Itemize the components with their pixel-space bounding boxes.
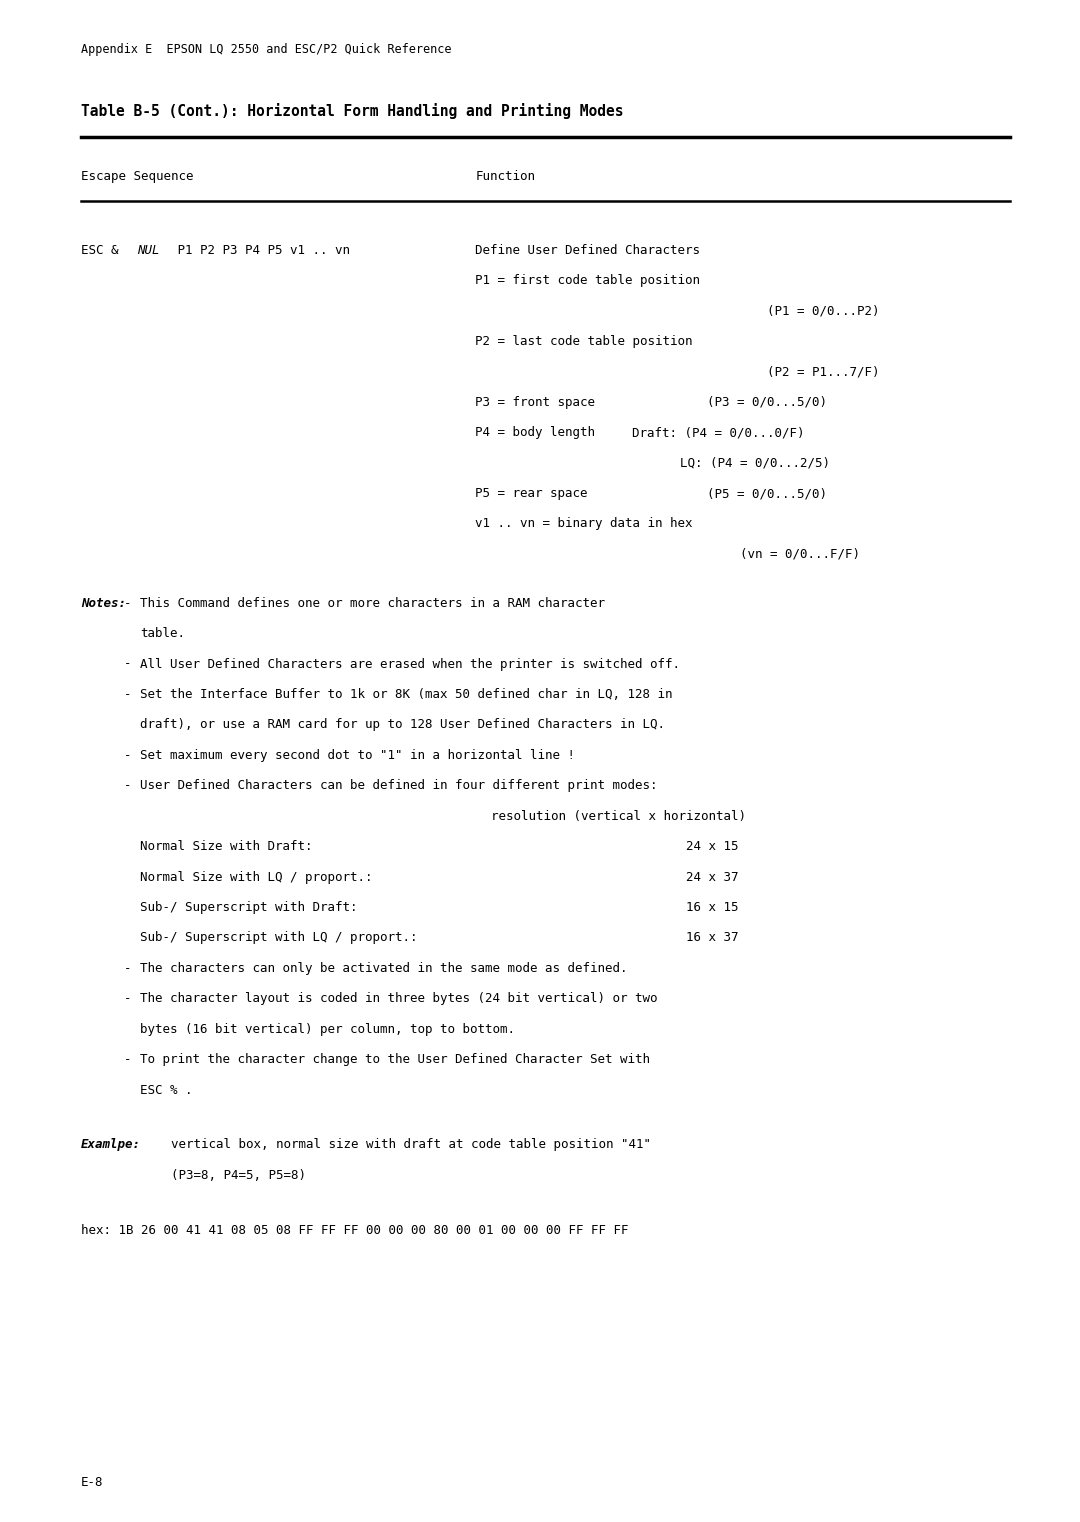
Text: Define User Defined Characters: Define User Defined Characters	[475, 244, 700, 257]
Text: -: -	[124, 779, 132, 793]
Text: Draft: (P4 = 0/0...0/F): Draft: (P4 = 0/0...0/F)	[632, 426, 805, 440]
Text: 24 x 15: 24 x 15	[686, 840, 739, 854]
Text: ESC % .: ESC % .	[140, 1084, 193, 1097]
Text: All User Defined Characters are erased when the printer is switched off.: All User Defined Characters are erased w…	[140, 658, 680, 671]
Text: table.: table.	[140, 627, 186, 641]
Text: (P1 = 0/0...P2): (P1 = 0/0...P2)	[767, 304, 879, 318]
Text: Examlpe:: Examlpe:	[81, 1138, 141, 1152]
Text: LQ: (P4 = 0/0...2/5): LQ: (P4 = 0/0...2/5)	[680, 457, 831, 470]
Text: -: -	[124, 992, 132, 1006]
Text: Escape Sequence: Escape Sequence	[81, 170, 193, 184]
Text: -: -	[124, 749, 132, 763]
Text: 16 x 15: 16 x 15	[686, 901, 739, 915]
Text: (P3=8, P4=5, P5=8): (P3=8, P4=5, P5=8)	[171, 1169, 306, 1183]
Text: (P3 = 0/0...5/0): (P3 = 0/0...5/0)	[707, 396, 827, 409]
Text: (P2 = P1...7/F): (P2 = P1...7/F)	[767, 365, 879, 379]
Text: Normal Size with Draft:: Normal Size with Draft:	[140, 840, 313, 854]
Text: Set the Interface Buffer to 1k or 8K (max 50 defined char in LQ, 128 in: Set the Interface Buffer to 1k or 8K (ma…	[140, 688, 673, 702]
Text: v1 .. vn = binary data in hex: v1 .. vn = binary data in hex	[475, 517, 692, 531]
Text: The character layout is coded in three bytes (24 bit vertical) or two: The character layout is coded in three b…	[140, 992, 658, 1006]
Text: -: -	[124, 658, 132, 671]
Text: Appendix E  EPSON LQ 2550 and ESC/P2 Quick Reference: Appendix E EPSON LQ 2550 and ESC/P2 Quic…	[81, 43, 451, 56]
Text: Notes:: Notes:	[81, 597, 126, 610]
Text: (vn = 0/0...F/F): (vn = 0/0...F/F)	[740, 548, 860, 562]
Text: resolution (vertical x horizontal): resolution (vertical x horizontal)	[491, 810, 746, 823]
Text: Table B-5 (Cont.): Horizontal Form Handling and Printing Modes: Table B-5 (Cont.): Horizontal Form Handl…	[81, 103, 623, 120]
Text: 24 x 37: 24 x 37	[686, 871, 739, 884]
Text: P1 = first code table position: P1 = first code table position	[475, 274, 700, 288]
Text: P4 = body length: P4 = body length	[475, 426, 595, 440]
Text: User Defined Characters can be defined in four different print modes:: User Defined Characters can be defined i…	[140, 779, 658, 793]
Text: hex: 1B 26 00 41 41 08 05 08 FF FF FF 00 00 00 80 00 01 00 00 00 FF FF FF: hex: 1B 26 00 41 41 08 05 08 FF FF FF 00…	[81, 1224, 629, 1237]
Text: (P5 = 0/0...5/0): (P5 = 0/0...5/0)	[707, 487, 827, 501]
Text: Sub-/ Superscript with LQ / proport.:: Sub-/ Superscript with LQ / proport.:	[140, 931, 418, 945]
Text: -: -	[124, 1053, 132, 1067]
Text: -: -	[124, 962, 132, 976]
Text: vertical box, normal size with draft at code table position "41": vertical box, normal size with draft at …	[171, 1138, 650, 1152]
Text: P3 = front space: P3 = front space	[475, 396, 595, 409]
Text: P2 = last code table position: P2 = last code table position	[475, 335, 692, 349]
Text: E-8: E-8	[81, 1476, 104, 1490]
Text: -: -	[124, 688, 132, 702]
Text: -: -	[124, 597, 132, 610]
Text: draft), or use a RAM card for up to 128 User Defined Characters in LQ.: draft), or use a RAM card for up to 128 …	[140, 718, 665, 732]
Text: Sub-/ Superscript with Draft:: Sub-/ Superscript with Draft:	[140, 901, 357, 915]
Text: P1 P2 P3 P4 P5 v1 .. vn: P1 P2 P3 P4 P5 v1 .. vn	[170, 244, 350, 257]
Text: This Command defines one or more characters in a RAM character: This Command defines one or more charact…	[140, 597, 606, 610]
Text: The characters can only be activated in the same mode as defined.: The characters can only be activated in …	[140, 962, 627, 976]
Text: NUL: NUL	[137, 244, 160, 257]
Text: To print the character change to the User Defined Character Set with: To print the character change to the Use…	[140, 1053, 650, 1067]
Text: P5 = rear space: P5 = rear space	[475, 487, 588, 501]
Text: ESC &: ESC &	[81, 244, 126, 257]
Text: Set maximum every second dot to "1" in a horizontal line !: Set maximum every second dot to "1" in a…	[140, 749, 576, 763]
Text: Normal Size with LQ / proport.:: Normal Size with LQ / proport.:	[140, 871, 373, 884]
Text: 16 x 37: 16 x 37	[686, 931, 739, 945]
Text: Function: Function	[475, 170, 536, 184]
Text: bytes (16 bit vertical) per column, top to bottom.: bytes (16 bit vertical) per column, top …	[140, 1023, 515, 1036]
